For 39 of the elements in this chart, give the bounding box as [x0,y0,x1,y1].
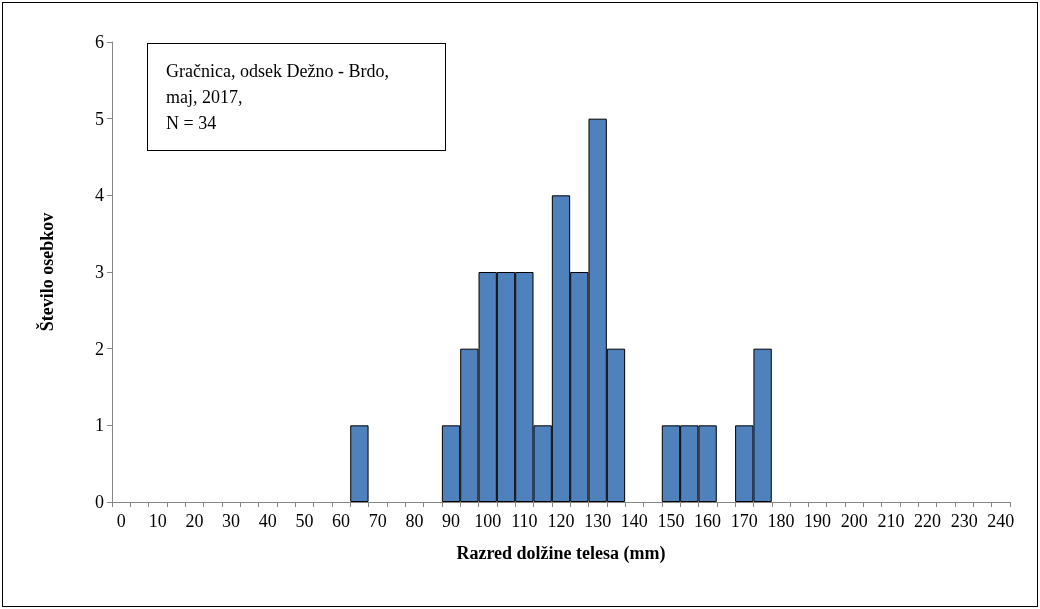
y-tick-label: 5 [95,108,104,129]
x-tick-label: 30 [222,511,241,531]
y-axis-title: Število osebkov [36,212,57,332]
x-tick-label: 20 [185,511,204,531]
x-tick-label: 230 [950,511,978,531]
x-tick-label: 50 [295,511,314,531]
y-tick-label: 3 [95,262,104,282]
y-tick-label: 6 [95,32,104,52]
y-tick-label: 1 [95,415,104,436]
x-tick-label: 10 [148,511,167,531]
x-tick-label: 70 [368,511,387,531]
x-tick-label: 130 [584,511,612,531]
x-tick-label: 220 [914,511,942,531]
x-tick-label: 210 [877,511,905,531]
annotation: maj, 2017, [166,86,244,109]
x-tick-label: 170 [730,511,758,531]
x-tick-label: 110 [511,511,538,531]
x-tick-label: 150 [657,511,685,531]
x-tick-label: 90 [442,511,461,531]
y-tick-label: 0 [95,492,104,512]
bar [350,425,369,502]
x-tick-label: 80 [405,511,424,531]
x-tick-label: 100 [474,511,502,531]
x-tick-label: 190 [804,511,832,531]
annotation: Gračnica, odsek Dežno - Brdo, [166,60,390,83]
x-tick-label: 160 [694,511,722,531]
x-tick-label: 0 [116,511,126,531]
x-tick-label: 180 [767,511,795,531]
x-tick-label: 120 [547,511,575,531]
annotation: N = 34 [166,112,218,135]
x-tick-label: 200 [840,511,868,531]
x-tick-label: 60 [332,511,351,531]
y-tick-label: 4 [95,185,104,206]
x-axis-title: Razred dolžine telesa (mm) [456,543,666,564]
note-box: Gračnica, odsek Dežno - Brdo, maj, 2017, N = 34 [147,43,446,151]
y-tick-label: 2 [95,338,104,359]
x-tick-label: 240 [987,511,1015,531]
x-tick-label: 140 [620,511,648,531]
x-tick-label: 40 [258,511,277,531]
